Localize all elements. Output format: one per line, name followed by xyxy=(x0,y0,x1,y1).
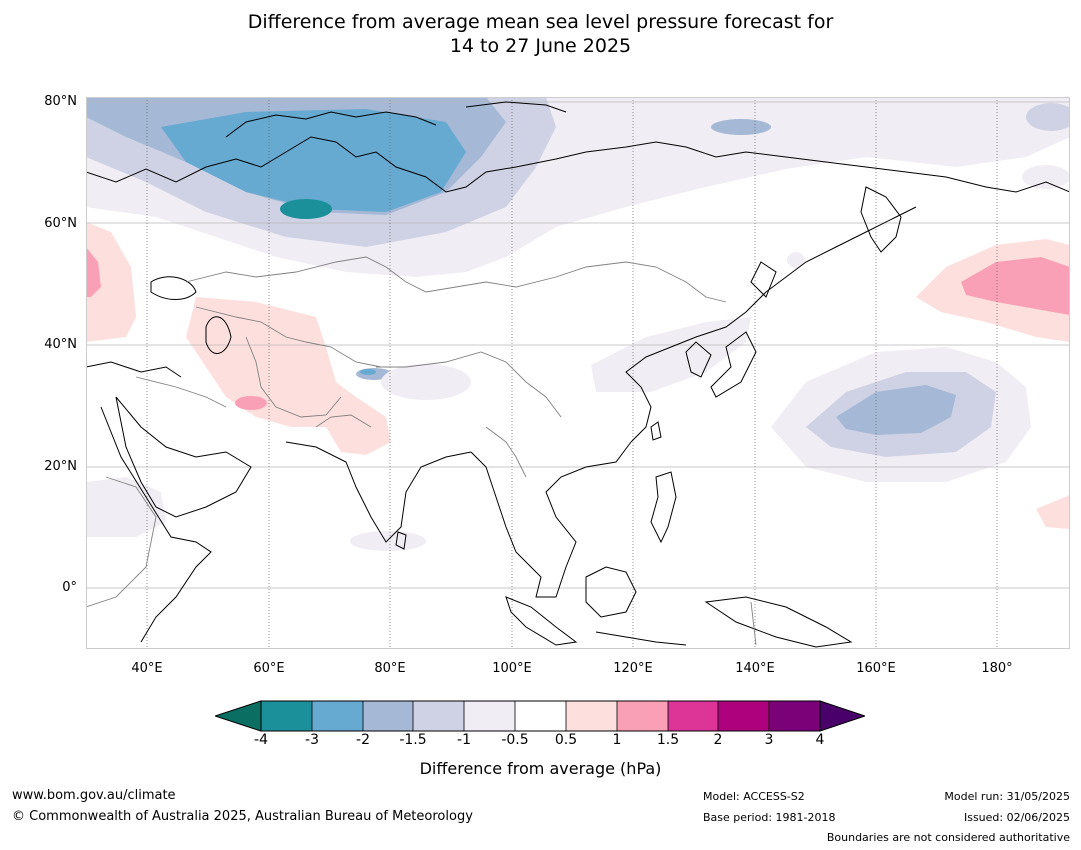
colorbar-tick: 4 xyxy=(815,732,825,748)
map-title: Difference from average mean sea level p… xyxy=(0,10,1081,58)
colorbar-tick: 2 xyxy=(713,732,723,748)
lon-label-80e: 80°E xyxy=(374,661,406,676)
colorbar-tick: 0.5 xyxy=(554,732,578,748)
title-line-2: 14 to 27 June 2025 xyxy=(449,35,632,57)
colorbar-swatch-7 xyxy=(566,701,617,731)
colorbar-tick: 3 xyxy=(764,732,774,748)
colorbar xyxy=(213,700,867,732)
colorbar-swatch-8 xyxy=(617,701,668,731)
lon-label-60e: 60°E xyxy=(253,661,285,676)
colorbar-swatch-1 xyxy=(261,701,312,731)
model-run-date: Model run: 31/05/2025 xyxy=(944,790,1070,803)
colorbar-tick: -4 xyxy=(254,732,268,748)
copyright-text: © Commonwealth of Australia 2025, Austra… xyxy=(12,809,473,824)
lon-label-100e: 100°E xyxy=(492,661,532,676)
base-period: Base period: 1981-2018 xyxy=(703,811,836,824)
colorbar-extend-low xyxy=(213,700,262,732)
colorbar-swatch-9 xyxy=(668,701,718,731)
issued-date: Issued: 02/06/2025 xyxy=(963,811,1070,824)
map-canvas xyxy=(86,97,1070,649)
lon-label-120e: 120°E xyxy=(613,661,653,676)
colorbar-swatch-10 xyxy=(718,701,769,731)
map-meridians xyxy=(146,97,998,649)
colorbar-tick: -1.5 xyxy=(399,732,427,748)
country-borders xyxy=(86,256,757,646)
colorbar-swatch-6 xyxy=(515,701,566,731)
colorbar-swatch-11 xyxy=(769,701,820,731)
title-line-1: Difference from average mean sea level p… xyxy=(247,11,834,33)
boundaries-disclaimer: Boundaries are not considered authoritat… xyxy=(826,831,1070,844)
colorbar-swatch-2 xyxy=(312,701,363,731)
colorbar-title: Difference from average (hPa) xyxy=(419,759,662,778)
colorbar-tick: -1 xyxy=(457,732,471,748)
colorbar-extend-high xyxy=(819,700,867,732)
lat-label-20n: 20°N xyxy=(44,459,77,474)
colorbar-tick: 1.5 xyxy=(656,732,680,748)
lon-label-140e: 140°E xyxy=(735,661,775,676)
colorbar-tick: -2 xyxy=(356,732,370,748)
lon-label-180: 180° xyxy=(981,661,1013,676)
map-gridlines xyxy=(86,101,1070,589)
anomaly-contours xyxy=(86,97,1070,551)
model-name: Model: ACCESS-S2 xyxy=(703,790,805,803)
colorbar-swatch-3 xyxy=(363,701,413,731)
website-link[interactable]: www.bom.gov.au/climate xyxy=(12,788,176,803)
colorbar-tick: -0.5 xyxy=(501,732,529,748)
lat-label-40n: 40°N xyxy=(44,337,77,352)
lat-label-60n: 60°N xyxy=(44,216,77,231)
colorbar-tick: 1 xyxy=(612,732,622,748)
map-panel xyxy=(86,97,1070,649)
colorbar-swatch-5 xyxy=(464,701,515,731)
coastlines xyxy=(86,101,1070,648)
colorbar-swatch-4 xyxy=(413,701,464,731)
colorbar-tick: -3 xyxy=(305,732,319,748)
lat-label-0: 0° xyxy=(62,580,77,595)
lon-label-160e: 160°E xyxy=(856,661,896,676)
lon-label-40e: 40°E xyxy=(131,661,163,676)
lat-label-80n: 80°N xyxy=(44,94,77,109)
